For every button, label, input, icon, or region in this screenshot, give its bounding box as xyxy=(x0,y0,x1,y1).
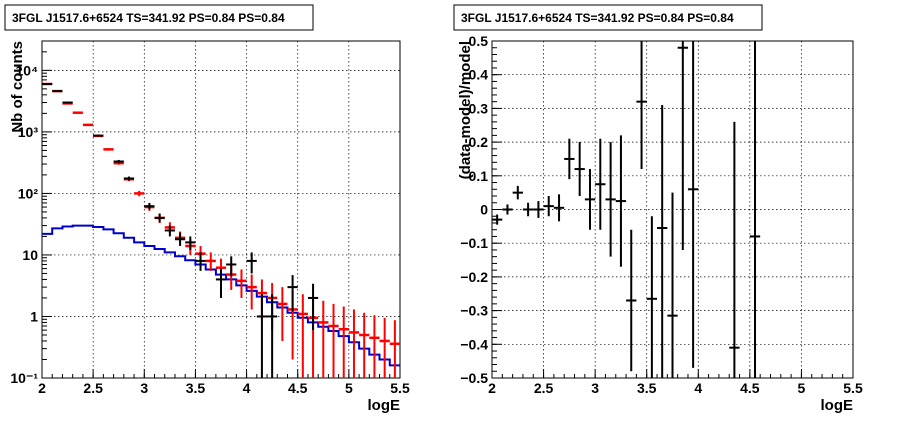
y-tick-label: 0.4 xyxy=(469,67,489,83)
x-tick-label: 5 xyxy=(798,380,806,396)
y-axis-ticks: −0.5 −0.4 −0.3 −0.2 −0.1 0 0.1 0.2 0.3 0.4 0.5 xyxy=(460,33,502,386)
y-tick-label: 0 xyxy=(480,202,488,218)
residuals-panel: 3FGL J1517.6+6524 TS=341.92 PS=0.84 PS=0… xyxy=(453,4,863,414)
x-tick-label: 2.5 xyxy=(534,380,554,396)
y-axis-title: (data-model)/model xyxy=(457,41,474,179)
x-tick-label: 2 xyxy=(38,380,46,396)
grid xyxy=(492,41,853,378)
grid xyxy=(42,41,400,378)
y-tick-label: 10⁻¹ xyxy=(10,370,38,386)
x-tick-label: 3.5 xyxy=(186,380,206,396)
counts-spectrum-panel: 3FGL J1517.6+6524 TS=341.92 PS=0.84 PS=0… xyxy=(4,4,410,414)
y-tick-label: 0.1 xyxy=(469,168,489,184)
chart-title: 3FGL J1517.6+6524 TS=341.92 PS=0.84 PS=0… xyxy=(461,11,734,25)
x-tick-label: 4 xyxy=(243,380,251,396)
y-axis-ticks: 10⁻¹ 1 10 10² 10³ 10⁴ xyxy=(10,40,52,386)
x-tick-label: 4.5 xyxy=(288,380,308,396)
x-axis-title: logE xyxy=(368,397,401,414)
x-tick-label: 4.5 xyxy=(740,380,760,396)
y-tick-label: −0.3 xyxy=(460,303,488,319)
x-tick-label: 2.5 xyxy=(83,380,103,396)
x-tick-label: 5 xyxy=(345,380,353,396)
y-tick-label: 1 xyxy=(30,308,38,324)
y-axis-title: Nb of counts xyxy=(9,41,26,133)
y-tick-label: 10⁴ xyxy=(16,62,39,78)
x-tick-label: 5.5 xyxy=(843,380,863,396)
chart-title-box xyxy=(453,4,763,31)
x-tick-label: 3.5 xyxy=(637,380,657,396)
x-tick-label: 4 xyxy=(694,380,702,396)
plot-frame xyxy=(41,40,401,379)
y-tick-label: 0.5 xyxy=(469,33,489,49)
chart-title-box xyxy=(4,4,314,31)
x-tick-label: 3 xyxy=(591,380,599,396)
x-axis-ticks: 2 2.5 3 3.5 4 4.5 5 5.5 xyxy=(38,369,410,396)
y-tick-label: 10³ xyxy=(18,124,39,140)
y-tick-label: 0.3 xyxy=(469,100,489,116)
y-tick-label: −0.1 xyxy=(460,235,488,251)
y-tick-label: −0.4 xyxy=(460,336,488,352)
chart-title: 3FGL J1517.6+6524 TS=341.92 PS=0.84 PS=0… xyxy=(12,11,285,25)
x-tick-label: 5.5 xyxy=(390,380,410,396)
x-axis-ticks: 2 2.5 3 3.5 4 4.5 5 5.5 xyxy=(488,369,863,396)
model-step-series xyxy=(42,224,400,367)
y-tick-label: −0.2 xyxy=(460,269,488,285)
y-tick-label: 10 xyxy=(22,247,38,263)
y-tick-label: 10² xyxy=(18,185,39,201)
data-errorbar-series xyxy=(42,83,319,378)
x-axis-title: logE xyxy=(821,397,854,414)
x-tick-label: 3 xyxy=(140,380,148,396)
y-tick-label: −0.5 xyxy=(460,370,488,386)
y-tick-label: 0.2 xyxy=(469,134,489,150)
model-step-line xyxy=(42,224,400,367)
residual-errorbar-series xyxy=(492,41,761,378)
x-tick-label: 2 xyxy=(488,380,496,396)
